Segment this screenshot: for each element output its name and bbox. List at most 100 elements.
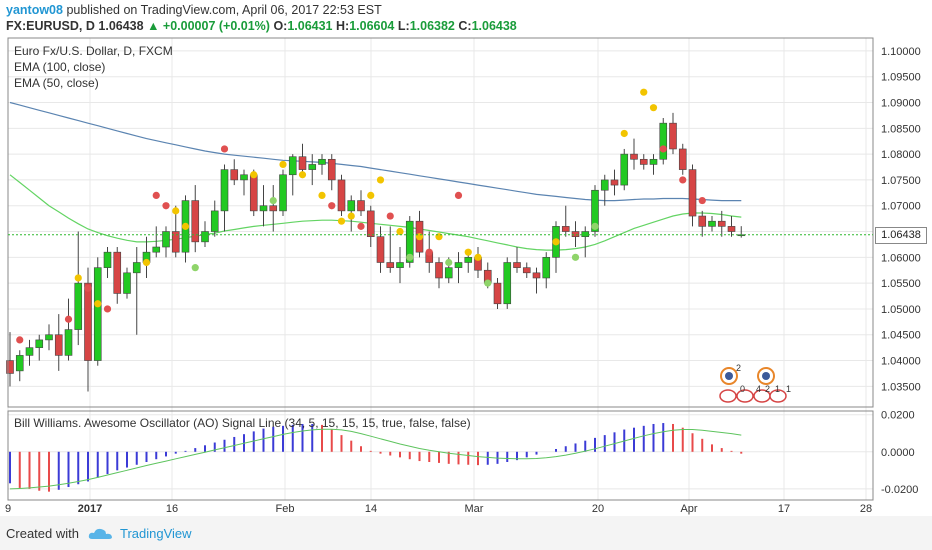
signal-dot xyxy=(679,176,687,184)
candle-body xyxy=(405,220,414,263)
symbol-quote-line: FX:EURUSD, D 1.06438 ▲ +0.00007 (+0.01%)… xyxy=(6,19,517,33)
price-tick-label: 1.04500 xyxy=(881,330,921,342)
close-label: C: xyxy=(458,19,472,33)
candle-body xyxy=(493,282,502,305)
candle-body xyxy=(171,231,180,253)
price-chart[interactable]: 1.10000 1.09500 1.09000 1.08500 1.08000 1.075… xyxy=(0,0,932,516)
signal-dot xyxy=(659,145,667,153)
candle-body xyxy=(366,210,375,237)
signal-dot xyxy=(181,222,190,230)
signal-dot xyxy=(435,233,443,241)
event-markers[interactable]: 2 0 4 2 1 1 xyxy=(719,363,791,403)
event-icon-row[interactable]: 0 4 2 1 1 xyxy=(719,384,791,403)
legend-ema50[interactable]: EMA (50, close) xyxy=(14,76,99,90)
price-tick-label: 1.04000 xyxy=(881,356,921,368)
candle-body xyxy=(347,200,356,212)
signal-dot xyxy=(16,336,24,344)
signal-dot xyxy=(445,258,453,267)
ao-indicator-title[interactable]: Bill Williams. Awesome Oscillator (AO) S… xyxy=(14,416,471,430)
time-tick-label: Feb xyxy=(276,503,295,515)
price-change: +0.00007 (+0.01%) xyxy=(162,19,270,33)
signal-dot xyxy=(142,258,151,267)
time-tick-label: 14 xyxy=(365,503,377,515)
candle-body xyxy=(132,262,141,274)
candle-body xyxy=(230,169,239,181)
candle-body xyxy=(259,205,268,212)
candle-body xyxy=(103,251,112,268)
legend-ema100[interactable]: EMA (100, close) xyxy=(14,60,106,74)
candle-body xyxy=(708,220,716,227)
signal-dot xyxy=(220,145,229,153)
ao-pane-frame xyxy=(7,410,874,501)
author-name[interactable]: yantow08 xyxy=(6,3,63,17)
candle-body xyxy=(620,153,629,186)
candle-body xyxy=(698,215,707,227)
up-arrow-icon: ▲ xyxy=(147,19,160,33)
candle-body xyxy=(727,226,736,232)
symbol-name: FX:EURUSD, D xyxy=(6,19,95,33)
low-value: 1.06382 xyxy=(409,19,455,33)
svg-text:0: 0 xyxy=(740,384,745,394)
signal-dot xyxy=(347,212,355,220)
signal-dot xyxy=(94,300,102,308)
candle-body xyxy=(571,231,580,237)
high-label: H: xyxy=(336,19,350,33)
signal-dot xyxy=(367,191,375,200)
signal-dot xyxy=(191,264,199,272)
candle-body xyxy=(386,262,395,268)
ema50-line xyxy=(9,174,742,251)
signal-dot xyxy=(591,222,599,230)
candle-body xyxy=(581,231,590,237)
time-tick-label: 17 xyxy=(778,503,790,515)
price-pane-frame xyxy=(7,37,874,408)
candle-body xyxy=(162,231,170,248)
price-tick-label: 1.08500 xyxy=(881,123,921,135)
candle-body xyxy=(25,347,34,356)
candle-body xyxy=(201,231,209,243)
candle-body xyxy=(152,246,161,253)
candle-body xyxy=(659,122,668,160)
ema100-line xyxy=(9,101,742,202)
signal-dot xyxy=(454,191,463,200)
price-tick-label: 1.07500 xyxy=(881,175,921,187)
candle-body xyxy=(93,267,102,361)
legend-title[interactable]: Euro Fx/U.S. Dollar, D, FXCM xyxy=(14,44,173,58)
event-icon-1[interactable]: 2 xyxy=(720,363,741,385)
signal-dot xyxy=(425,248,433,256)
price-tick-label: 1.05000 xyxy=(881,304,921,316)
event-icon-2[interactable] xyxy=(757,367,775,385)
signal-dot xyxy=(386,212,394,220)
candle-body xyxy=(600,179,609,191)
candle-body xyxy=(435,262,443,279)
footer-created-text: Created with xyxy=(6,526,79,541)
signal-dot xyxy=(464,248,472,256)
candle-body xyxy=(542,257,551,279)
candle-body xyxy=(669,122,677,150)
low-label: L: xyxy=(397,19,410,33)
signal-dot xyxy=(474,253,482,261)
tradingview-logo-text[interactable]: TradingView xyxy=(120,526,192,541)
axes-layer: 1.10000 1.09500 1.09000 1.08500 1.08000 1.075… xyxy=(5,37,921,515)
signal-dot xyxy=(318,191,326,200)
candle-body xyxy=(561,226,570,232)
time-tick-label: 28 xyxy=(860,503,872,515)
high-value: 1.06604 xyxy=(349,19,395,33)
price-tick-label: 1.05500 xyxy=(881,278,921,290)
candle-body xyxy=(6,360,14,374)
footer-bar: Created with TradingView xyxy=(0,516,932,550)
candle-body xyxy=(113,251,122,294)
signal-dot xyxy=(279,160,287,169)
candle-body xyxy=(532,272,541,279)
candle-body xyxy=(444,267,453,279)
signal-dot xyxy=(620,129,628,138)
candle-body xyxy=(210,210,219,232)
signal-dot xyxy=(552,238,560,246)
candle-body xyxy=(610,179,619,186)
candle-body xyxy=(123,272,131,294)
candle-body xyxy=(240,174,248,181)
candle-body xyxy=(464,257,473,263)
signal-dot xyxy=(84,284,92,292)
candle-body xyxy=(357,200,365,212)
svg-text:1: 1 xyxy=(786,384,791,394)
tradingview-cloud-icon xyxy=(88,528,112,539)
